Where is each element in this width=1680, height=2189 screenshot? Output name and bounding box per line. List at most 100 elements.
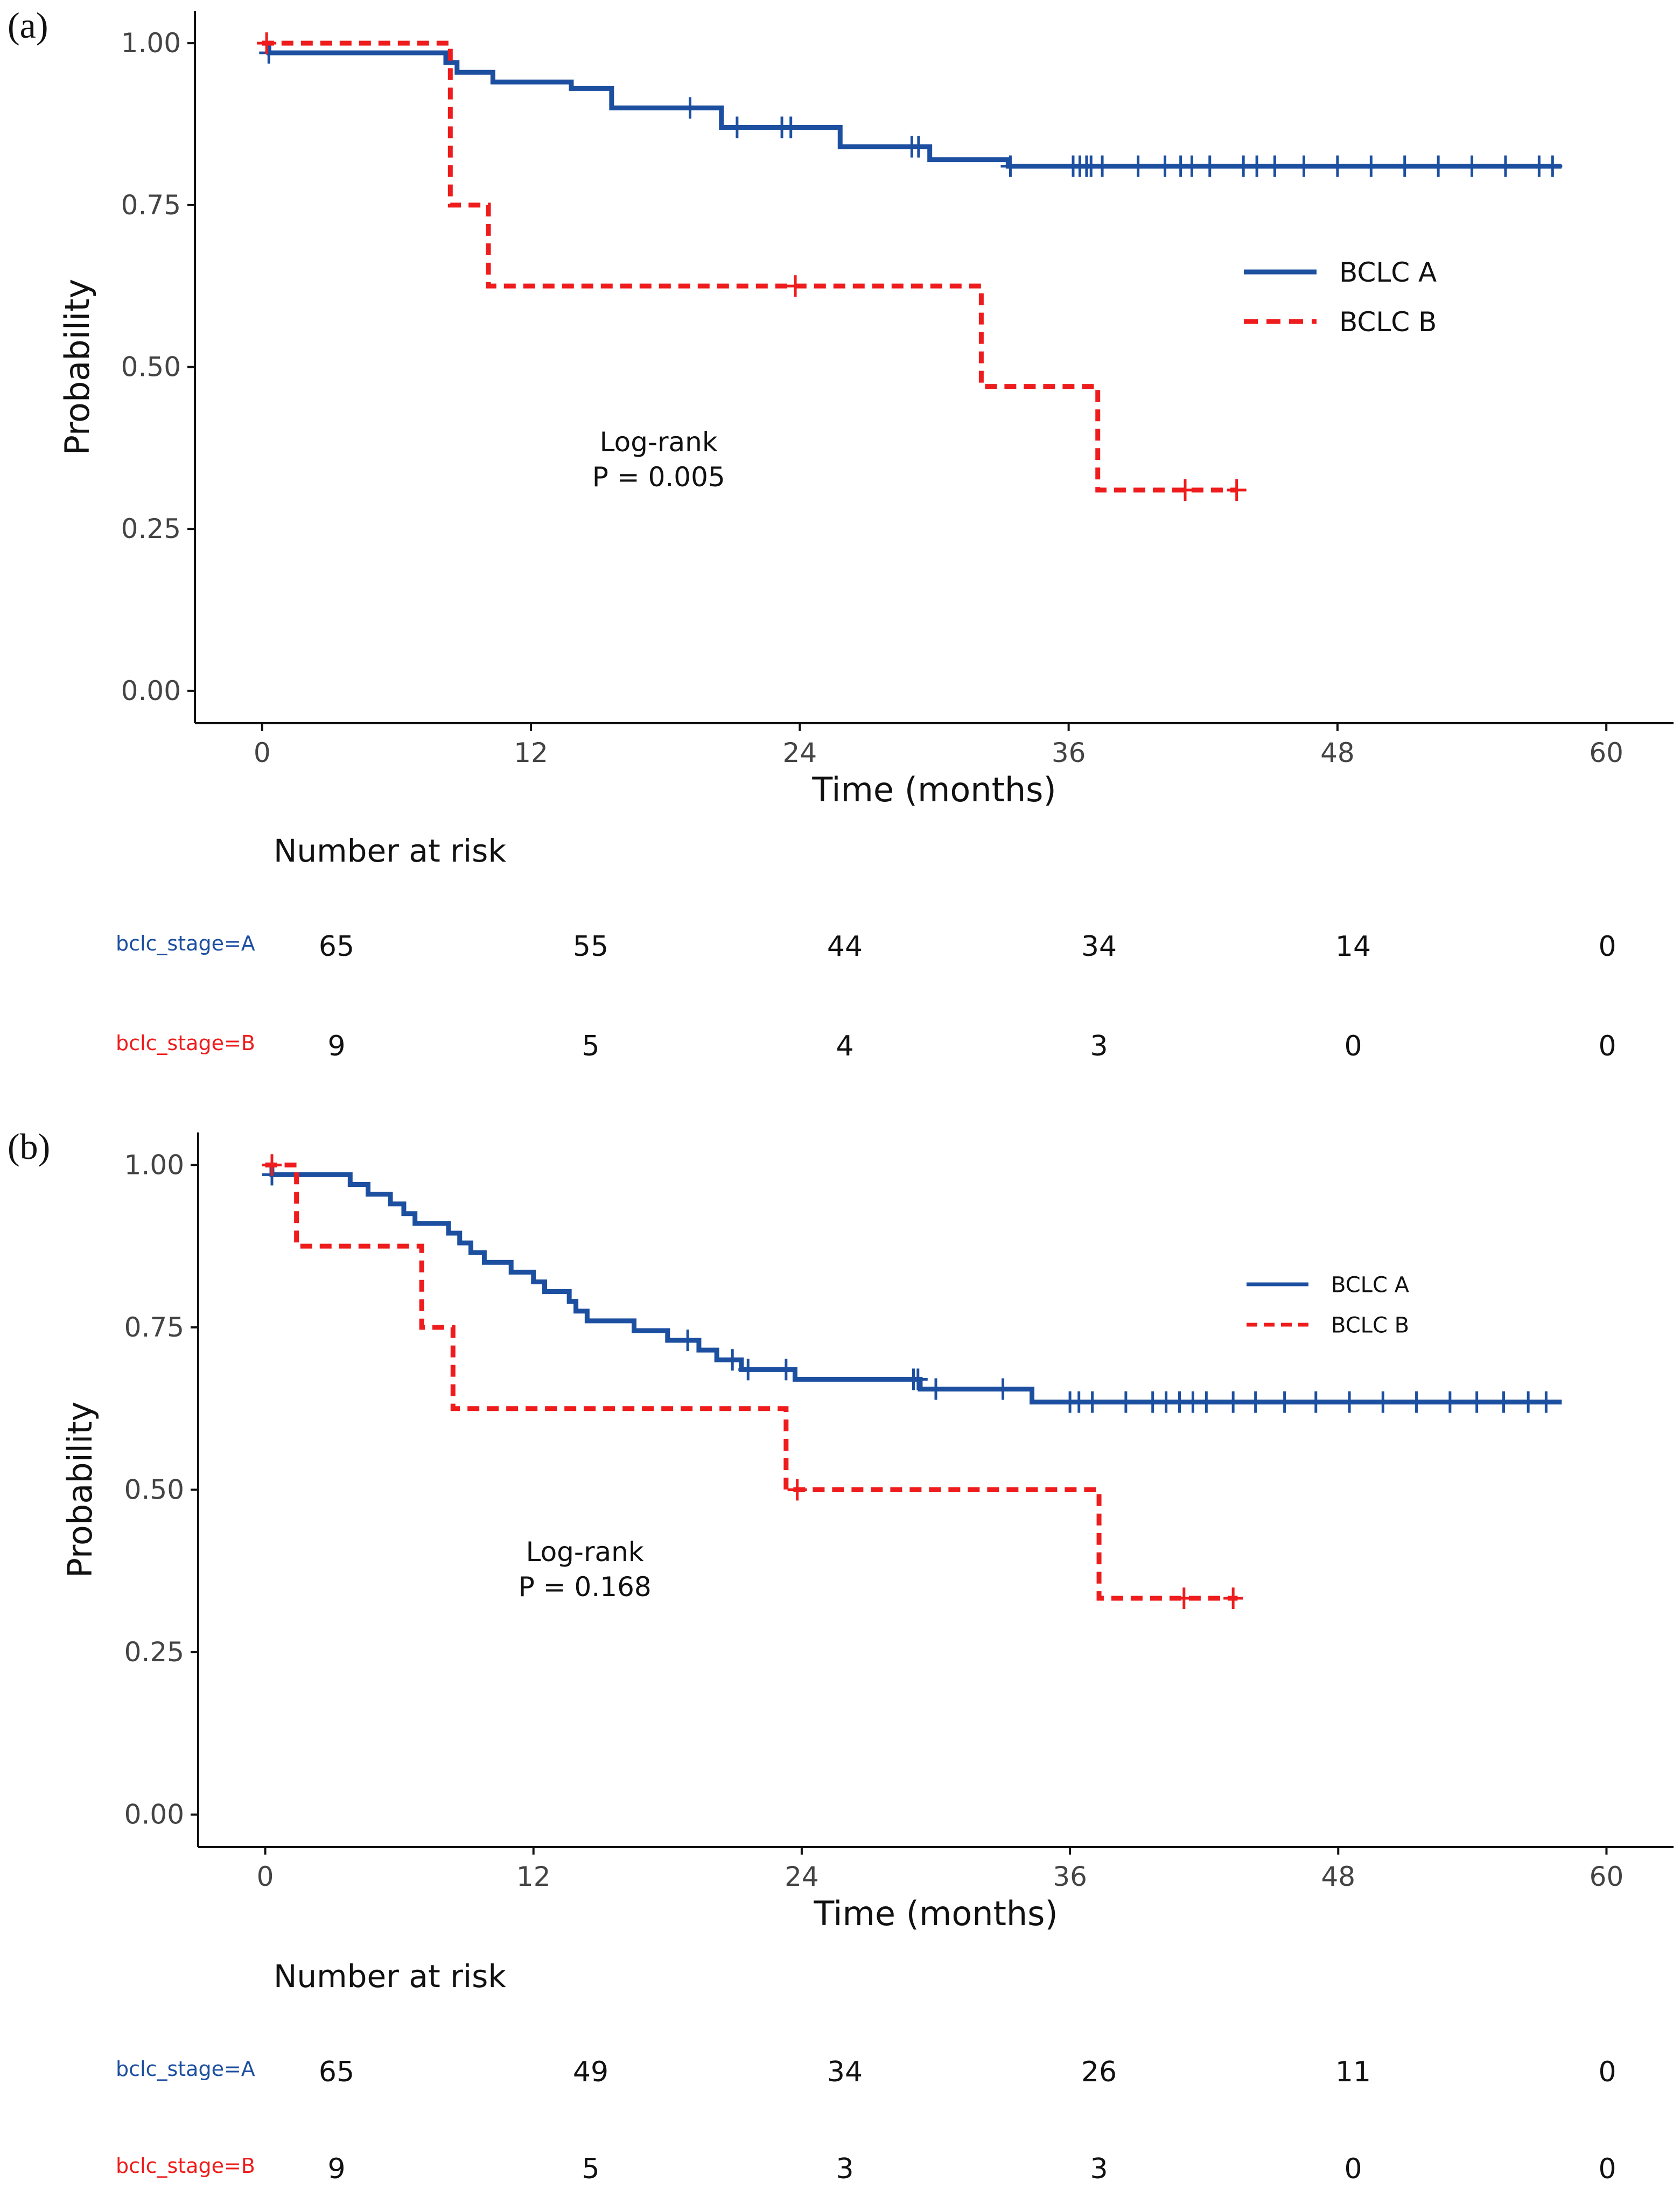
legend-label-a: BCLC A — [1339, 257, 1437, 288]
censor-mark-a — [1536, 1391, 1556, 1413]
risk-count: 0 — [1344, 2153, 1362, 2185]
risk-count: 3 — [1090, 1030, 1108, 1062]
survival-curve-b — [262, 40, 1237, 493]
risk-count: 0 — [1344, 1030, 1362, 1062]
censor-mark-a — [678, 1330, 698, 1352]
survival-curve-a — [262, 40, 1562, 169]
censor-mark-a — [1247, 155, 1267, 177]
y-tick-label: 0.50 — [124, 1474, 184, 1506]
censor-mark-b — [1174, 1587, 1194, 1609]
y-tick-label: 1.00 — [121, 27, 181, 59]
y-tick-label: 1.00 — [124, 1149, 184, 1180]
legend-label-b: BCLC B — [1339, 306, 1437, 338]
y-tick-label: 0.75 — [124, 1312, 184, 1343]
censor-mark-b — [1175, 479, 1195, 501]
censor-mark-b — [1227, 479, 1247, 501]
risk-row-label-b: bclc_stage=B — [116, 1031, 255, 1055]
x-tick-label: 24 — [785, 1861, 819, 1892]
risk-count: 34 — [827, 2056, 863, 2088]
legend-label-b: BCLC B — [1331, 1313, 1409, 1338]
censor-mark-a — [680, 97, 700, 119]
km-plot-b: 0.00 0.25 0.50 0.75 1.00 0 12 24 36 48 60 Time (mon… — [60, 1132, 1674, 2185]
x-tick-label: 36 — [1052, 737, 1086, 768]
censor-mark-b — [787, 1479, 807, 1501]
risk-count: 9 — [327, 1030, 345, 1062]
x-tick-label: 24 — [783, 737, 817, 768]
x-tick-label: 48 — [1320, 737, 1355, 768]
risk-count: 44 — [827, 931, 863, 963]
y-tick-label: 0.75 — [121, 190, 181, 221]
risk-count: 0 — [1598, 2153, 1616, 2185]
censor-mark-a — [1373, 1391, 1393, 1413]
km-plot-a: 0.00 0.25 0.50 0.75 1.00 0 12 24 36 48 60 Time (mon… — [58, 11, 1674, 1062]
censor-mark-a — [1000, 155, 1020, 177]
censor-mark-a — [1518, 1391, 1538, 1413]
censor-mark-a — [1429, 155, 1448, 177]
censor-mark-b — [1223, 1587, 1243, 1609]
risk-count: 11 — [1335, 2056, 1371, 2088]
logrank-annotation: Log-rank — [600, 426, 718, 458]
y-tick-label: 0.00 — [124, 1799, 184, 1830]
censor-mark-a — [1406, 1391, 1426, 1413]
y-axis-label: Probability — [60, 1402, 100, 1578]
y-tick-label: 0.00 — [121, 675, 181, 707]
censor-mark-b — [786, 275, 806, 297]
censor-mark-a — [776, 1359, 796, 1381]
risk-count: 65 — [319, 931, 354, 963]
censor-mark-a — [1128, 155, 1148, 177]
risk-table-title: Number at risk — [274, 833, 506, 869]
risk-count: 3 — [1090, 2153, 1108, 2185]
legend-label-a: BCLC A — [1331, 1272, 1410, 1297]
survival-curve-b — [265, 1162, 1238, 1601]
censor-mark-a — [1306, 1391, 1326, 1413]
censor-mark-a — [1494, 1391, 1514, 1413]
censor-mark-a — [781, 116, 801, 138]
x-tick-label: 0 — [257, 1861, 274, 1892]
censor-mark-a — [259, 42, 279, 64]
censor-mark-a — [1182, 155, 1202, 177]
censor-mark-a — [1082, 1391, 1102, 1413]
censor-mark-a — [993, 1378, 1013, 1400]
risk-count: 4 — [836, 1030, 853, 1062]
censor-mark-a — [1327, 155, 1347, 177]
censor-mark-a — [1543, 155, 1563, 177]
censor-mark-b — [262, 1154, 282, 1176]
censor-mark-a — [1223, 1391, 1243, 1413]
censor-mark-a — [1294, 155, 1314, 177]
risk-count: 0 — [1598, 931, 1616, 963]
x-tick-label: 36 — [1053, 1861, 1087, 1892]
censor-mark-a — [1093, 155, 1112, 177]
censor-mark-a — [1116, 1391, 1136, 1413]
risk-count: 5 — [582, 2153, 599, 2185]
logrank-annotation: P = 0.168 — [519, 1571, 652, 1603]
risk-table-title: Number at risk — [274, 1958, 506, 1995]
risk-count: 26 — [1081, 2056, 1117, 2088]
censor-mark-a — [1467, 1391, 1487, 1413]
risk-count: 9 — [327, 2153, 345, 2185]
censor-mark-a — [908, 136, 928, 158]
risk-count: 49 — [573, 2056, 608, 2088]
panel-label-b: (b) — [8, 1126, 51, 1167]
x-axis-label: Time (months) — [811, 770, 1056, 809]
risk-count: 55 — [573, 931, 608, 963]
y-tick-label: 0.25 — [124, 1636, 184, 1668]
censor-mark-a — [1245, 1391, 1265, 1413]
censor-mark-a — [1275, 1391, 1294, 1413]
censor-mark-a — [738, 1359, 758, 1381]
y-axis-label: Probability — [58, 279, 97, 456]
x-tick-label: 12 — [514, 737, 548, 768]
risk-count: 3 — [836, 2153, 853, 2185]
y-tick-label: 0.25 — [121, 513, 181, 544]
x-tick-label: 12 — [516, 1861, 551, 1892]
risk-row-label-b: bclc_stage=B — [116, 2154, 255, 2178]
risk-count: 0 — [1598, 2056, 1616, 2088]
censor-mark-a — [1395, 155, 1415, 177]
risk-row-label-a: bclc_stage=A — [116, 932, 255, 955]
x-tick-label: 0 — [254, 737, 271, 768]
censor-mark-a — [1495, 155, 1515, 177]
censor-mark-b — [257, 32, 277, 54]
censor-mark-a — [908, 1368, 928, 1390]
risk-count: 34 — [1081, 931, 1117, 963]
censor-mark-a — [926, 1378, 946, 1400]
